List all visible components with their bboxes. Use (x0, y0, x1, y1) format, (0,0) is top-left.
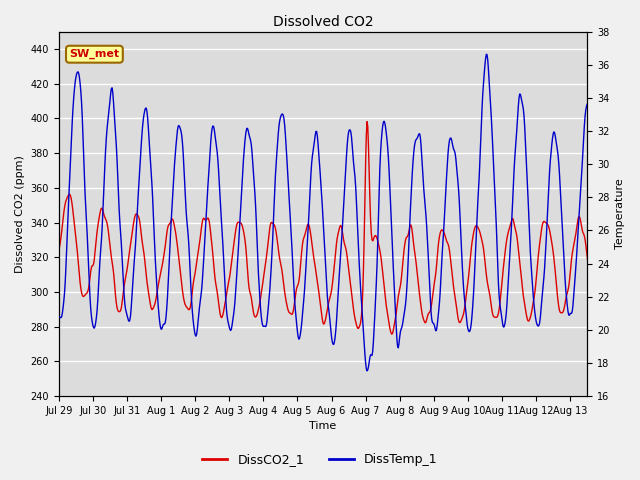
Text: SW_met: SW_met (69, 49, 120, 60)
Legend: DissCO2_1, DissTemp_1: DissCO2_1, DissTemp_1 (197, 448, 443, 471)
Y-axis label: Temperature: Temperature (615, 179, 625, 249)
Title: Dissolved CO2: Dissolved CO2 (273, 15, 373, 29)
Y-axis label: Dissolved CO2 (ppm): Dissolved CO2 (ppm) (15, 155, 25, 273)
X-axis label: Time: Time (309, 421, 337, 432)
